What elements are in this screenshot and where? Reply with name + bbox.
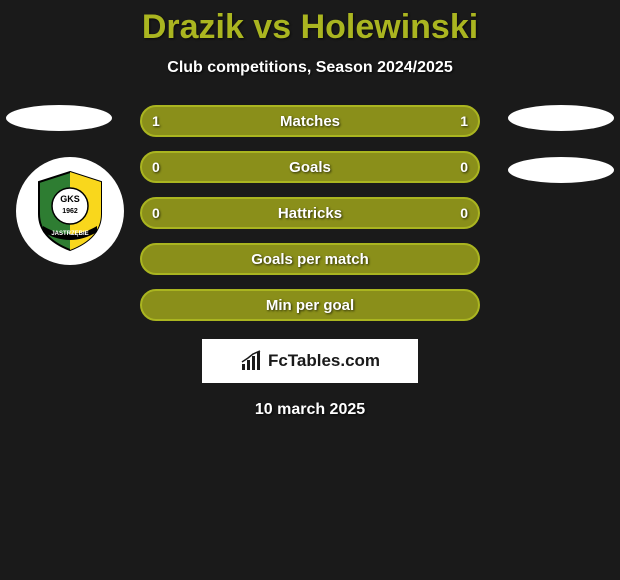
- club-left-badge: GKS 1962 JASTRZĘBIE: [16, 157, 124, 265]
- date-label: 10 march 2025: [0, 401, 620, 419]
- stat-right-value: 0: [460, 159, 468, 175]
- chart-icon: [240, 350, 262, 372]
- stats-bars: 1 Matches 1 0 Goals 0 0 Hattricks 0 Goal…: [140, 105, 480, 321]
- stat-left-value: 1: [152, 113, 160, 129]
- stat-row-matches: 1 Matches 1: [140, 105, 480, 137]
- brand-text: FcTables.com: [268, 351, 380, 371]
- stat-right-value: 1: [460, 113, 468, 129]
- page-title: Drazik vs Holewinski: [0, 0, 620, 47]
- stat-right-value: 0: [460, 205, 468, 221]
- stat-label: Matches: [280, 113, 340, 130]
- club-shield-icon: GKS 1962 JASTRZĘBIE: [35, 170, 105, 252]
- svg-text:JASTRZĘBIE: JASTRZĘBIE: [51, 231, 88, 237]
- svg-text:GKS: GKS: [60, 194, 80, 204]
- stat-label: Goals per match: [251, 251, 369, 268]
- stat-left-value: 0: [152, 205, 160, 221]
- stat-left-value: 0: [152, 159, 160, 175]
- page-subtitle: Club competitions, Season 2024/2025: [0, 59, 620, 77]
- stat-label: Min per goal: [266, 297, 354, 314]
- stat-label: Goals: [289, 159, 331, 176]
- comparison-panel: GKS 1962 JASTRZĘBIE 1 Matches 1 0 Goals …: [0, 105, 620, 419]
- player-left-slot: [6, 105, 112, 131]
- stat-row-mpg: Min per goal: [140, 289, 480, 321]
- stat-row-gpm: Goals per match: [140, 243, 480, 275]
- player-right-slot: [508, 105, 614, 131]
- brand-badge: FcTables.com: [202, 339, 418, 383]
- stat-row-hattricks: 0 Hattricks 0: [140, 197, 480, 229]
- svg-text:1962: 1962: [62, 208, 78, 215]
- stat-row-goals: 0 Goals 0: [140, 151, 480, 183]
- club-right-slot: [508, 157, 614, 183]
- stat-label: Hattricks: [278, 205, 342, 222]
